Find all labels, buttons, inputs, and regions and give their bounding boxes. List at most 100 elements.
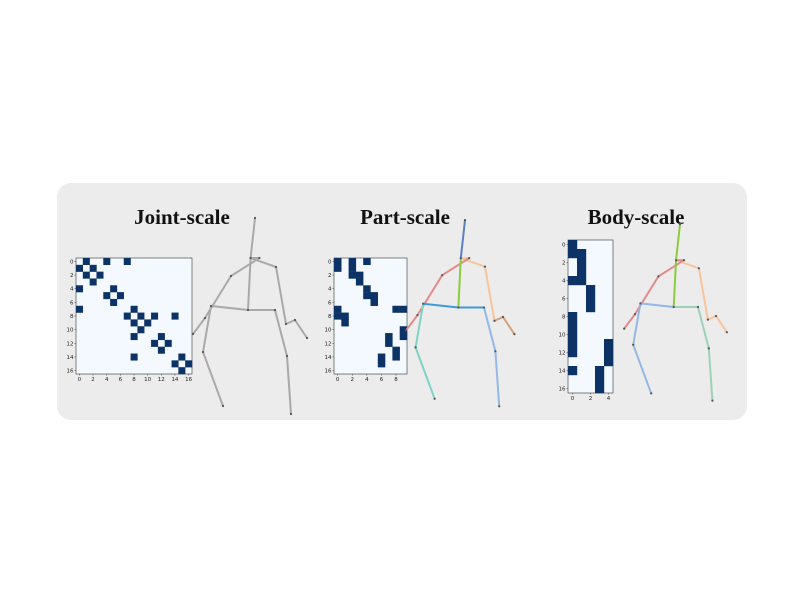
part-skeleton-bone: [494, 350, 501, 408]
body-skeleton-joint: [639, 302, 642, 305]
joint-skeleton-bone: [249, 257, 277, 268]
body-skeleton-joint: [657, 275, 660, 278]
part-skeleton-joint: [405, 329, 408, 332]
body-skeleton-joint: [632, 343, 635, 346]
part-skeleton-bone: [414, 346, 436, 400]
part-skeleton-joint: [416, 314, 419, 317]
joint-skeleton-bone: [249, 217, 256, 259]
joint-matrix-cell: [178, 353, 186, 361]
joint-skeleton-bone: [274, 309, 288, 357]
joint-skeleton-joint: [285, 354, 289, 358]
part-skeleton-joint: [433, 397, 436, 400]
part-matrix-cell: [355, 278, 364, 286]
body-matrix-cell: [577, 258, 587, 268]
body-skeleton-joint: [707, 347, 710, 350]
joint-skeleton-joint: [274, 265, 278, 269]
body-matrix-cell: [577, 267, 587, 277]
joint-skeleton-bone: [285, 319, 296, 325]
part-skeleton-bone: [493, 316, 504, 322]
body-matrix-cell: [568, 240, 578, 250]
part-skeleton-joint: [494, 350, 497, 353]
joint-skeleton-joint: [229, 274, 233, 278]
body-skeleton-bone: [657, 259, 685, 278]
part-matrix-cell: [334, 305, 342, 313]
joint-x-tick-label: 0: [78, 377, 82, 383]
part-y-tick-label: 12: [325, 341, 332, 347]
part-scale-skeleton: [405, 219, 516, 408]
joint-skeleton-joint: [209, 304, 213, 308]
part-skeleton-joint: [441, 274, 444, 277]
body-matrix-cell: [604, 348, 614, 358]
joint-matrix-cell: [151, 339, 159, 347]
joint-x-tick-label: 12: [158, 377, 165, 383]
part-skeleton-bone: [502, 316, 516, 336]
part-matrix-cell: [334, 258, 342, 266]
joint-matrix-cell: [123, 258, 131, 266]
body-x-tick-label: 0: [571, 396, 575, 402]
body-matrix-cell: [568, 348, 578, 358]
part-matrix-cell: [399, 305, 408, 313]
body-skeleton-bone: [632, 343, 653, 395]
part-skeleton-bone: [441, 257, 471, 277]
part-y-tick-label: 2: [328, 273, 332, 279]
body-matrix-cell: [595, 384, 605, 394]
part-x-tick-label: 0: [336, 377, 340, 383]
body-matrix-cell: [577, 249, 587, 259]
body-skeleton-joint: [725, 331, 728, 334]
part-skeleton-joint: [501, 315, 505, 319]
part-skeleton-joint: [468, 257, 471, 260]
body-matrix-cell: [568, 276, 578, 286]
part-matrix-cell: [355, 271, 364, 279]
joint-skeleton-joint: [284, 322, 288, 326]
body-skeleton-bone: [632, 302, 642, 346]
body-skeleton-bone: [639, 302, 675, 308]
body-skeleton-bone: [675, 259, 700, 270]
joint-y-tick-label: 16: [67, 369, 74, 375]
body-skeleton-joint: [623, 327, 626, 330]
joint-matrix-cell: [89, 278, 97, 286]
joint-skeleton-joint: [191, 332, 195, 336]
part-matrix-cell: [392, 305, 400, 313]
joint-skeleton-bone: [230, 257, 261, 277]
joint-skeleton-bone: [294, 319, 308, 339]
joint-skeleton-joint: [221, 404, 225, 408]
joint-x-tick-label: 10: [144, 377, 151, 383]
joint-skeleton-joint: [293, 318, 297, 322]
part-x-tick-label: 2: [351, 377, 355, 383]
joint-skeleton-bone: [275, 266, 287, 325]
joint-matrix-cell: [185, 360, 193, 368]
body-y-tick-label: 16: [559, 387, 566, 393]
joint-matrix-cell: [110, 285, 118, 293]
joint-x-tick-label: 4: [105, 377, 109, 383]
joint-scale-skeleton: [191, 216, 309, 416]
body-y-tick-label: 12: [559, 351, 566, 357]
body-matrix-cell: [568, 321, 578, 331]
part-matrix-cell: [370, 292, 378, 300]
body-skeleton-joint: [674, 259, 678, 262]
body-skeleton-joint: [697, 267, 701, 270]
body-skeleton-joint: [682, 259, 686, 262]
joint-matrix-cell: [89, 264, 97, 272]
part-matrix-cell: [341, 312, 349, 320]
body-skeleton-bone: [672, 259, 678, 308]
part-skeleton-bone: [483, 265, 496, 322]
joint-matrix-cell: [178, 367, 186, 375]
joint-skeleton-joint: [289, 412, 293, 416]
part-matrix-cell: [348, 264, 357, 272]
part-y-tick-label: 14: [325, 355, 332, 361]
joint-skeleton-bone: [192, 317, 206, 335]
body-scale-skeleton: [623, 223, 728, 402]
part-x-tick-label: 6: [380, 377, 384, 383]
joint-matrix-cell: [130, 333, 138, 341]
part-y-tick-label: 8: [328, 314, 332, 320]
body-skeleton-bone: [715, 315, 728, 334]
part-skeleton-bone: [405, 314, 419, 332]
body-skeleton-joint: [633, 313, 637, 316]
joint-y-tick-label: 2: [70, 273, 74, 279]
body-skeleton-joint: [706, 318, 710, 321]
part-y-tick-label: 4: [328, 287, 332, 293]
part-y-tick-label: 10: [325, 328, 332, 334]
part-matrix-cell: [363, 258, 371, 266]
body-skeleton-joint: [711, 399, 714, 402]
